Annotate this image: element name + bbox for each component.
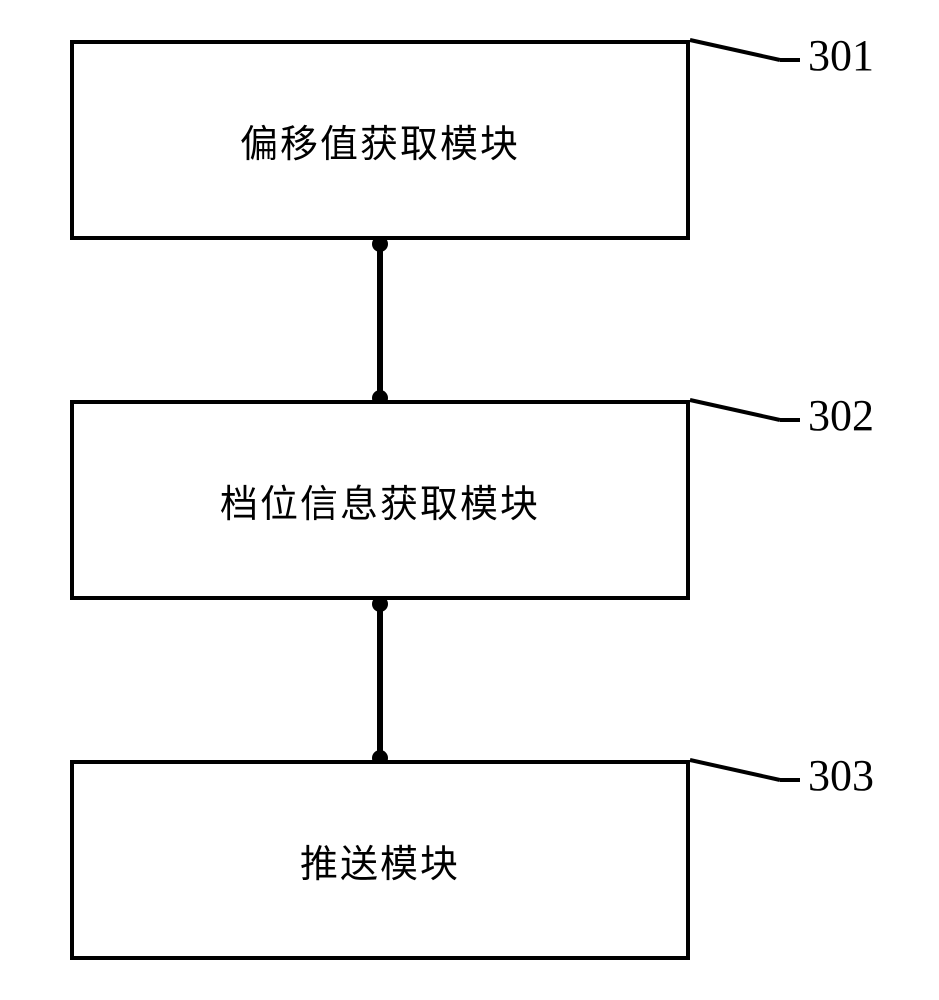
connector-dot-2-top <box>372 596 388 612</box>
ref-number-3: 303 <box>808 750 874 801</box>
module-label-1: 偏移值获取模块 <box>240 113 520 168</box>
flowchart-diagram: 偏移值获取模块 301 档位信息获取模块 302 推送模块 <box>50 30 900 970</box>
module-box-3: 推送模块 <box>70 760 690 960</box>
module-label-2: 档位信息获取模块 <box>220 473 540 528</box>
leader-line-3 <box>690 760 800 795</box>
module-box-2: 档位信息获取模块 <box>70 400 690 600</box>
ref-number-1: 301 <box>808 30 874 81</box>
leader-line-2 <box>690 400 800 435</box>
module-box-1: 偏移值获取模块 <box>70 40 690 240</box>
ref-number-2: 302 <box>808 390 874 441</box>
leader-line-1 <box>690 40 800 75</box>
connector-2-3 <box>377 600 383 760</box>
module-label-3: 推送模块 <box>300 833 460 888</box>
connector-dot-1-top <box>372 236 388 252</box>
connector-1-2 <box>377 240 383 400</box>
